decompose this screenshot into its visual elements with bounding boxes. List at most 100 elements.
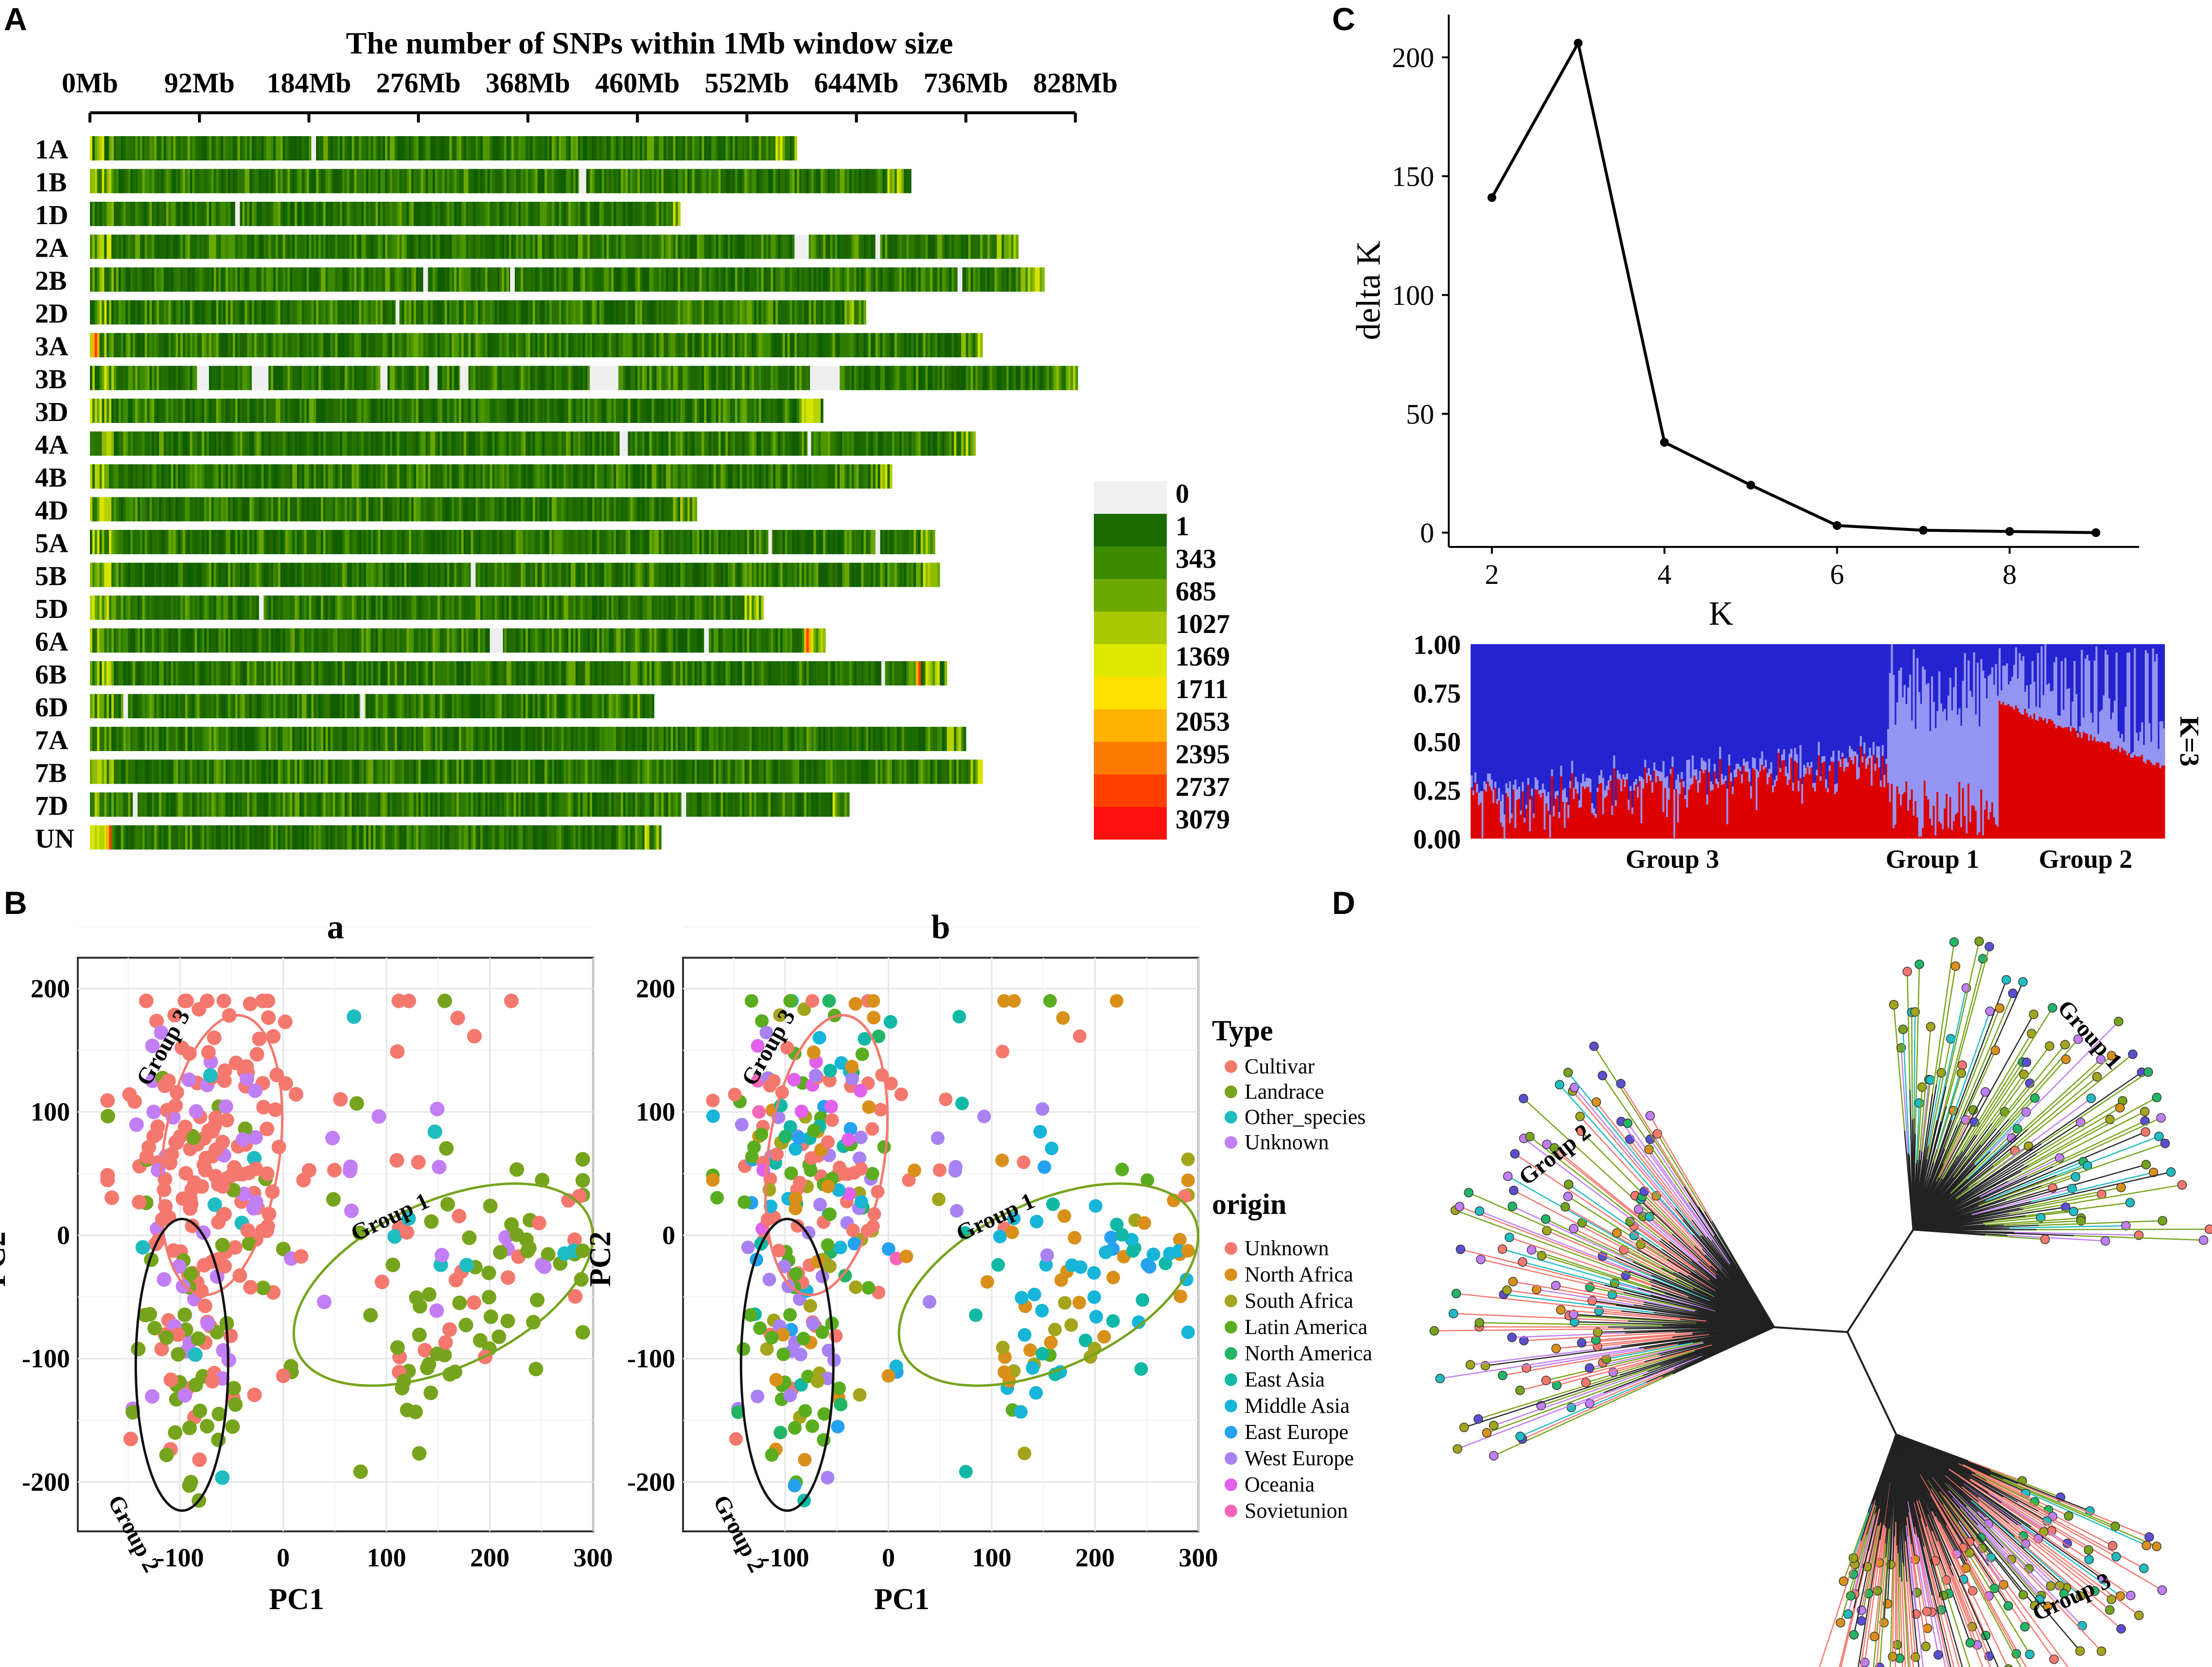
bar-stripe [149, 300, 152, 325]
bar-stripe [835, 300, 838, 325]
bar-stripe [575, 234, 579, 259]
bar-stripe [906, 562, 909, 587]
bar-stripe [644, 267, 648, 292]
bar-stripe [771, 267, 773, 292]
bar-stripe [668, 267, 671, 292]
bar-stripe [699, 300, 702, 325]
bar-stripe [399, 497, 402, 522]
bar-stripe [737, 234, 740, 259]
bar-stripe [375, 596, 379, 620]
bar-gap [510, 267, 515, 292]
bar-stripe [904, 234, 907, 259]
bar-stripe [618, 399, 621, 423]
bar-stripe [185, 366, 188, 390]
bar-stripe [273, 267, 276, 292]
bar-stripe [637, 562, 640, 587]
bar-stripe [930, 333, 933, 357]
bar-stripe [402, 399, 404, 423]
bar-stripe [295, 366, 298, 390]
bar-stripe [597, 333, 600, 357]
bar-stripe [549, 169, 552, 193]
bar-stripe [597, 267, 600, 292]
bar-stripe [571, 136, 574, 160]
bar-stripe [663, 562, 667, 587]
bar-stripe [628, 267, 631, 292]
bar-stripe [416, 267, 419, 292]
bar-stripe [280, 366, 283, 390]
bar-stripe [647, 464, 650, 489]
bar-stripe [599, 431, 602, 456]
bar-stripe [1058, 366, 1062, 390]
bar-stripe [351, 202, 355, 226]
bar-stripe [890, 464, 893, 489]
bar-stripe [437, 333, 440, 357]
bar-stripe [161, 202, 164, 226]
bar-stripe [666, 497, 669, 522]
bar-stripe [587, 169, 590, 193]
bar-stripe [661, 431, 664, 456]
bar-stripe [604, 399, 607, 423]
bar-stripe [325, 562, 329, 587]
bar-stripe [499, 267, 502, 292]
bar-stripe [285, 399, 288, 423]
bar-stripe [111, 333, 114, 357]
bar-stripe [344, 234, 348, 259]
bar-stripe [354, 267, 357, 292]
bar-stripe [359, 169, 362, 193]
bar-stripe [499, 431, 502, 456]
bar-stripe [592, 399, 595, 423]
bar-stripe [516, 333, 519, 357]
bar-stripe [113, 267, 117, 292]
bar-stripe [370, 300, 374, 325]
bar-stripe [775, 300, 778, 325]
bar-stripe [830, 431, 833, 456]
bar-stripe [530, 202, 533, 226]
bar-stripe [566, 169, 569, 193]
bar-stripe [685, 366, 688, 390]
bar-stripe [330, 596, 334, 620]
bar-stripe [816, 267, 819, 292]
bar-stripe [649, 530, 652, 554]
bar-stripe [452, 267, 455, 292]
bar-stripe [344, 202, 348, 226]
bar-stripe [157, 202, 159, 226]
bar-stripe [282, 366, 286, 390]
bar-stripe [111, 497, 114, 522]
bar-stripe [521, 366, 524, 390]
bar-stripe [378, 300, 381, 325]
bar-stripe [157, 464, 159, 489]
bar-stripe [787, 169, 790, 193]
bar-stripe [121, 562, 124, 587]
bar-stripe [154, 530, 157, 554]
bar-stripe [811, 169, 814, 193]
bar-stripe [104, 267, 107, 292]
bar-stripe [297, 300, 300, 325]
bar-stripe [544, 300, 547, 325]
bar-stripe [594, 333, 597, 357]
bar-stripe [490, 169, 493, 193]
bar-stripe [609, 399, 612, 423]
bar-stripe [385, 530, 388, 554]
bar-stripe [758, 530, 762, 554]
bar-stripe [511, 333, 514, 357]
bar-stripe [999, 366, 1002, 390]
bar-stripe [344, 333, 348, 357]
bar-stripe [404, 399, 407, 423]
bar-stripe [399, 300, 402, 325]
bar-stripe [182, 202, 186, 226]
bar-stripe [340, 136, 343, 160]
bar-stripe [135, 267, 138, 292]
bar-stripe [656, 267, 659, 292]
bar-stripe [366, 431, 369, 456]
bar-stripe [590, 234, 593, 259]
bar-stripe [251, 464, 255, 489]
bar-stripe [452, 202, 455, 226]
bar-stripe [827, 562, 831, 587]
bar-stripe [859, 431, 861, 456]
bar-stripe [301, 431, 305, 456]
bar-stripe [387, 431, 390, 456]
bar-stripe [130, 596, 133, 620]
bar-stripe [973, 267, 976, 292]
bar-stripe [630, 497, 633, 522]
bar-stripe [808, 300, 812, 325]
